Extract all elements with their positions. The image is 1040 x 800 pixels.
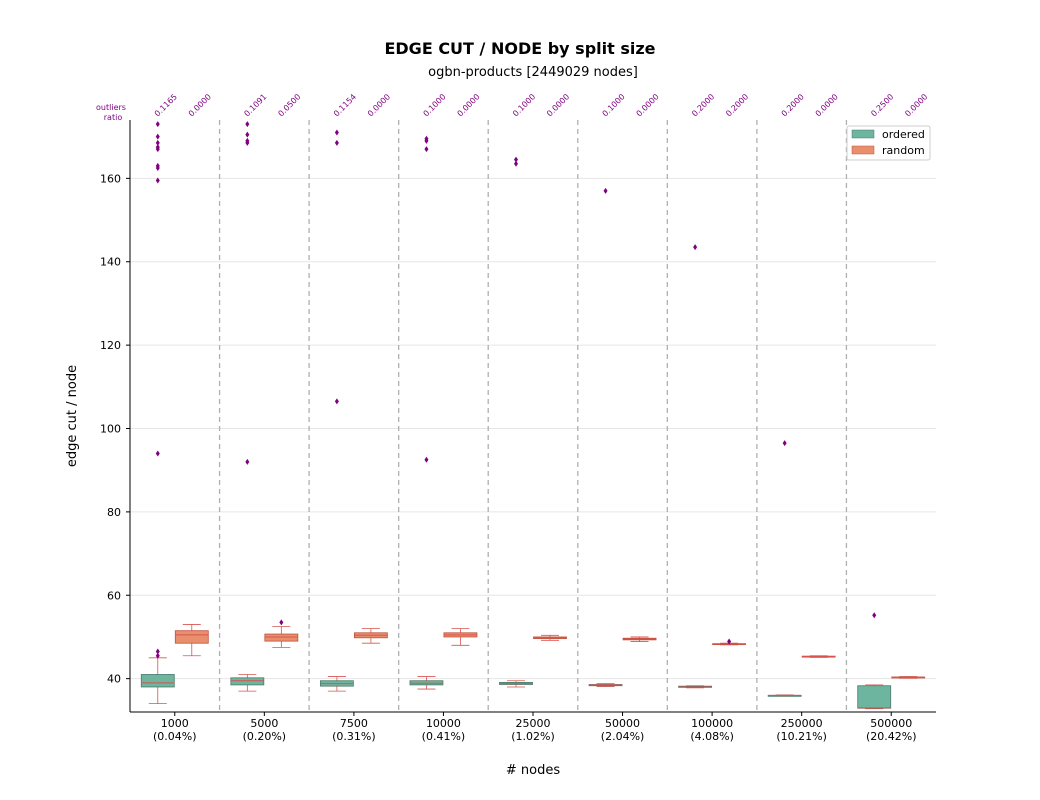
chart-title: EDGE CUT / NODE by split size — [384, 39, 655, 58]
outlier-point — [424, 456, 429, 463]
outlier-ratio-label: 0.1000 — [601, 92, 627, 118]
outlier-point — [155, 162, 160, 169]
outlier-point — [279, 619, 284, 626]
outlier-point — [514, 160, 518, 167]
outlier-point — [155, 450, 160, 457]
x-tick-label: (20.42%) — [866, 730, 917, 743]
legend-swatch-ordered — [851, 129, 875, 139]
x-tick-label: (0.20%) — [243, 730, 287, 743]
y-tick-label: 120 — [100, 339, 121, 352]
outlier-ratio-label: 0.2000 — [780, 92, 806, 118]
y-tick-label: 160 — [100, 172, 121, 185]
x-axis-label: # nodes — [506, 763, 560, 778]
legend-label-random: random — [882, 144, 925, 157]
legend: ordered random — [846, 125, 931, 161]
box-ordered — [140, 674, 175, 688]
outlier-point — [334, 139, 339, 146]
y-tick-label: 80 — [107, 506, 121, 519]
outlier-point — [334, 398, 339, 405]
outlier-ratio-label: 0.2500 — [869, 92, 895, 118]
outlier-point — [155, 133, 160, 140]
outlier-point — [782, 440, 787, 447]
outlier-ratio-label: 0.0000 — [187, 92, 213, 118]
outlier-ratio-label: 0.0000 — [635, 92, 661, 118]
x-tick-label: (1.02%) — [511, 730, 555, 743]
outlier-point — [693, 244, 698, 251]
x-tick-label: (4.08%) — [690, 730, 734, 743]
outlier-point — [155, 177, 160, 184]
outlier-ratio-label: 0.1000 — [421, 92, 447, 118]
chart-subtitle: ogbn-products [2449029 nodes] — [428, 65, 638, 80]
x-tick-label: 5000 — [250, 717, 278, 730]
x-tick-label: (0.41%) — [422, 730, 466, 743]
outlier-point — [424, 146, 429, 153]
outlier-point — [334, 129, 339, 136]
box-random — [264, 633, 299, 642]
y-tick-label: 100 — [100, 423, 121, 436]
y-axis-label: edge cut / node — [65, 365, 80, 467]
x-tick-label: (0.31%) — [332, 730, 376, 743]
outliers-header: ratio — [104, 113, 123, 122]
outlier-ratio-label: 0.0000 — [545, 92, 571, 118]
outlier-ratio-label: 0.0000 — [366, 92, 392, 118]
box-random — [174, 630, 209, 644]
outlier-point — [424, 135, 429, 142]
outlier-point — [245, 131, 250, 138]
outliers-header: outliers — [96, 103, 126, 112]
legend-swatch-random — [851, 145, 875, 155]
outlier-ratio-label: 0.2000 — [724, 92, 750, 118]
y-tick-label: 140 — [100, 256, 121, 269]
x-tick-label: 500000 — [870, 717, 912, 730]
outlier-ratio-label: 0.1165 — [153, 92, 179, 118]
x-tick-label: (2.04%) — [601, 730, 645, 743]
outlier-point — [245, 121, 250, 128]
y-tick-label: 40 — [107, 673, 121, 686]
legend-label-ordered: ordered — [882, 128, 925, 141]
x-tick-label: 1000 — [161, 717, 189, 730]
outlier-ratio-label: 0.0000 — [455, 92, 481, 118]
outlier-point — [155, 652, 160, 659]
outlier-ratio-label: 0.2000 — [690, 92, 716, 118]
outlier-point — [514, 156, 518, 163]
outlier-ratio-label: 0.0000 — [903, 92, 929, 118]
outlier-point — [155, 144, 160, 151]
outlier-ratio-label: 0.0000 — [814, 92, 840, 118]
outlier-point — [727, 638, 732, 645]
outlier-ratio-label: 0.1154 — [332, 92, 358, 118]
x-tick-label: 100000 — [691, 717, 733, 730]
outlier-ratio-label: 0.1000 — [511, 92, 537, 118]
x-tick-label: 7500 — [340, 717, 368, 730]
y-tick-label: 60 — [107, 589, 121, 602]
box-ordered — [230, 677, 265, 686]
outlier-point — [872, 612, 877, 619]
outlier-point — [155, 139, 160, 146]
x-tick-label: (10.21%) — [776, 730, 827, 743]
x-tick-label: 25000 — [516, 717, 551, 730]
outlier-ratio-label: 0.0500 — [276, 92, 302, 118]
outlier-point — [155, 121, 160, 128]
x-tick-label: (0.04%) — [153, 730, 197, 743]
outlier-ratio-label: 0.1091 — [242, 92, 268, 118]
outlier-point — [603, 187, 608, 194]
outlier-point — [245, 137, 250, 144]
x-tick-label: 10000 — [426, 717, 461, 730]
outlier-point — [155, 648, 160, 655]
box-ordered — [857, 685, 892, 709]
outlier-point — [245, 458, 250, 465]
x-tick-label: 250000 — [781, 717, 823, 730]
x-tick-label: 50000 — [605, 717, 640, 730]
